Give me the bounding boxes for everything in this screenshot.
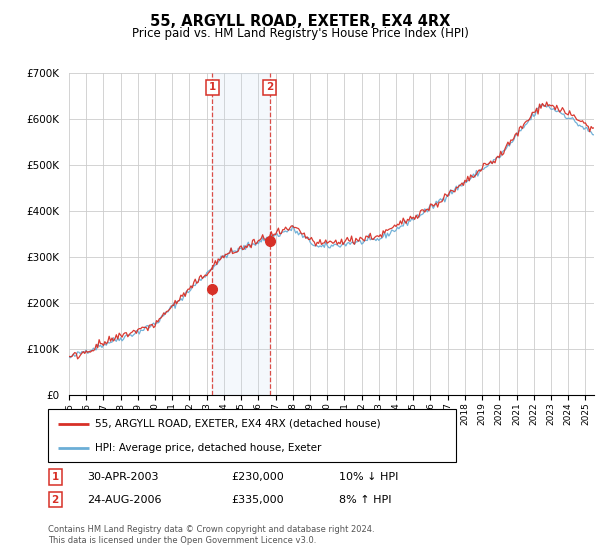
Text: 30-APR-2003: 30-APR-2003 (87, 472, 158, 482)
Text: Contains HM Land Registry data © Crown copyright and database right 2024.
This d: Contains HM Land Registry data © Crown c… (48, 525, 374, 545)
FancyBboxPatch shape (48, 409, 456, 462)
Text: £335,000: £335,000 (231, 494, 284, 505)
Text: HPI: Average price, detached house, Exeter: HPI: Average price, detached house, Exet… (95, 443, 321, 453)
Text: 55, ARGYLL ROAD, EXETER, EX4 4RX: 55, ARGYLL ROAD, EXETER, EX4 4RX (150, 14, 450, 29)
Bar (212, 73, 269, 395)
Text: Price paid vs. HM Land Registry's House Price Index (HPI): Price paid vs. HM Land Registry's House … (131, 27, 469, 40)
Text: £230,000: £230,000 (231, 472, 284, 482)
Text: 24-AUG-2006: 24-AUG-2006 (87, 494, 161, 505)
Text: 10% ↓ HPI: 10% ↓ HPI (339, 472, 398, 482)
Text: 1: 1 (209, 82, 216, 92)
Text: 2: 2 (266, 82, 273, 92)
Text: 8% ↑ HPI: 8% ↑ HPI (339, 494, 391, 505)
Text: 1: 1 (52, 472, 59, 482)
Text: 55, ARGYLL ROAD, EXETER, EX4 4RX (detached house): 55, ARGYLL ROAD, EXETER, EX4 4RX (detach… (95, 419, 380, 429)
Text: 2: 2 (52, 494, 59, 505)
